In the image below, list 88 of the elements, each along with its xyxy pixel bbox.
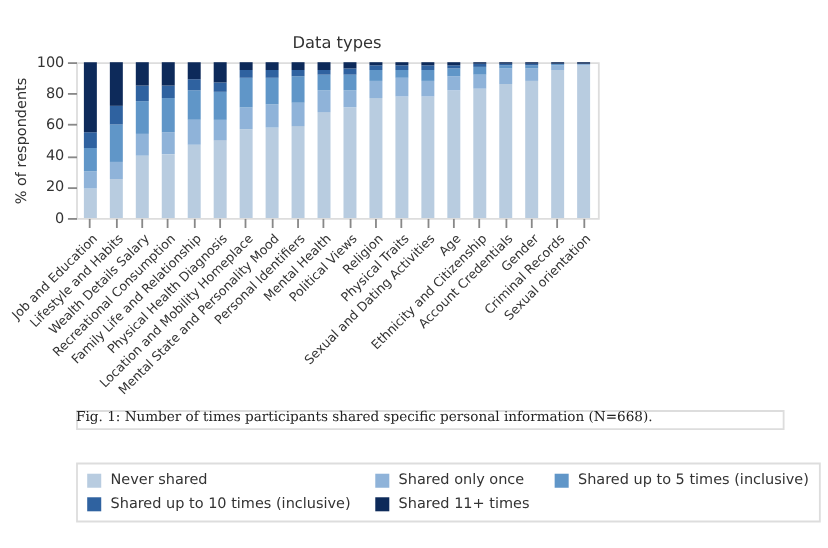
bar	[187, 119, 201, 145]
legend-label: Shared up to 5 times (inclusive)	[577, 470, 810, 489]
y-tick-label: 100	[36, 52, 66, 71]
bar	[239, 107, 253, 130]
bar	[83, 62, 97, 133]
bar	[161, 98, 175, 133]
bar	[343, 74, 357, 91]
bar	[577, 65, 591, 219]
bar	[161, 62, 175, 86]
bar	[317, 62, 331, 70]
chart-title: Data types	[292, 31, 382, 52]
bar	[265, 77, 279, 105]
bar	[83, 132, 97, 148]
y-tick-label: 0	[55, 208, 66, 227]
bar	[343, 62, 357, 69]
bar	[239, 70, 253, 78]
bar	[109, 105, 123, 125]
bar	[265, 70, 279, 78]
bar	[447, 90, 461, 219]
bar	[317, 112, 331, 219]
y-tick-label: 60	[45, 115, 66, 134]
bar	[239, 62, 253, 70]
bar	[187, 90, 201, 120]
bar	[421, 70, 435, 81]
bar	[265, 62, 279, 70]
bar	[109, 62, 123, 106]
bar	[317, 90, 331, 113]
bar	[83, 188, 97, 219]
bar	[499, 68, 513, 85]
bar	[109, 161, 123, 180]
legend-label: Shared 11+ times	[398, 493, 530, 512]
bar	[291, 102, 305, 127]
bar	[213, 91, 227, 120]
bar	[395, 70, 409, 78]
bar	[395, 96, 409, 219]
bar	[187, 144, 201, 219]
bar	[187, 62, 201, 80]
bar	[239, 129, 253, 219]
bar	[395, 77, 409, 97]
bar	[161, 85, 175, 99]
bar	[187, 79, 201, 91]
bar	[135, 101, 149, 134]
bar	[161, 154, 175, 219]
bar	[161, 132, 175, 155]
bar	[291, 126, 305, 219]
bar	[109, 124, 123, 162]
bar	[265, 127, 279, 219]
bar	[421, 80, 435, 97]
bar	[317, 74, 331, 91]
bar	[213, 119, 227, 141]
bar	[421, 96, 435, 219]
bar	[291, 76, 305, 103]
bar	[135, 155, 149, 219]
bar	[499, 84, 513, 219]
bar	[473, 88, 487, 219]
bar	[525, 80, 539, 219]
bar	[369, 98, 383, 219]
bar	[551, 70, 565, 219]
bar	[369, 80, 383, 99]
bar	[239, 77, 253, 108]
bar	[135, 85, 149, 102]
y-tick-label: 80	[45, 83, 66, 102]
bar	[213, 140, 227, 219]
bar	[83, 171, 97, 189]
y-axis-title: % of respondents	[11, 77, 30, 205]
bar	[135, 62, 149, 86]
legend-label: Shared only once	[398, 470, 526, 489]
bar	[473, 66, 487, 75]
legend-label: Shared up to 10 times (inclusive)	[110, 493, 351, 512]
bar	[343, 90, 357, 108]
bar	[213, 62, 227, 83]
bar	[369, 70, 383, 81]
bar	[447, 76, 461, 91]
bar	[343, 68, 357, 75]
bar	[473, 74, 487, 89]
y-tick-label: 40	[45, 146, 66, 165]
bar	[213, 82, 227, 92]
bar	[135, 133, 149, 156]
bar	[265, 104, 279, 128]
bar	[109, 179, 123, 219]
bar	[343, 107, 357, 219]
legend-label: Never shared	[110, 470, 208, 489]
bar	[291, 62, 305, 70]
bar	[291, 70, 305, 77]
bar	[447, 68, 461, 77]
bar	[525, 68, 539, 81]
bar	[83, 147, 97, 172]
y-tick-label: 20	[45, 177, 66, 196]
